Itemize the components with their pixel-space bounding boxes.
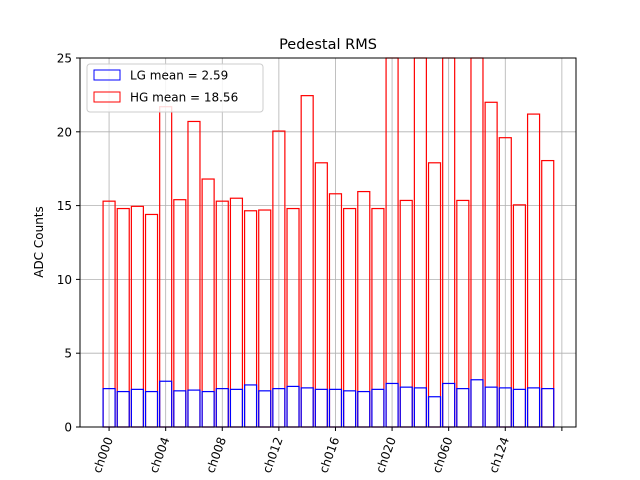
chart-title: Pedestal RMS [279, 37, 377, 53]
legend-swatch-hg [93, 91, 121, 103]
y-tick-label: 10 [57, 273, 72, 287]
plot-area-frame [79, 57, 577, 428]
legend: LG mean = 2.59 HG mean = 18.56 [86, 63, 264, 113]
y-axis-label: ADC Counts [32, 206, 46, 278]
y-tick-label: 5 [64, 347, 72, 361]
legend-label-hg: HG mean = 18.56 [130, 91, 238, 105]
legend-label-lg: LG mean = 2.59 [130, 69, 228, 83]
y-tick-label: 20 [57, 125, 72, 139]
grid-layer [80, 57, 576, 428]
legend-box [86, 63, 264, 113]
y-axis: 0 5 10 15 20 25 [57, 52, 80, 435]
y-tick-label: 0 [64, 421, 72, 435]
y-tick-label: 15 [57, 199, 72, 213]
y-tick-label: 25 [57, 52, 72, 66]
legend-swatch-lg [93, 69, 121, 81]
